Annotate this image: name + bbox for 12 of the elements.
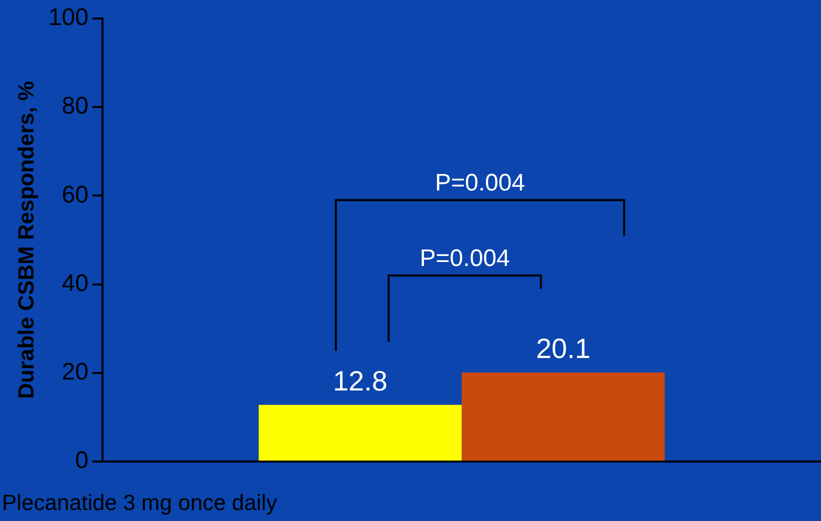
y-tick-label: 40 bbox=[62, 270, 88, 297]
annotation: P=0.004 bbox=[434, 170, 526, 197]
text: Plecanatide 3 mg once daily bbox=[2, 490, 278, 516]
y-axis-title: Durable CSBM Responders, % bbox=[13, 81, 38, 399]
y-tick-label: 100 bbox=[48, 4, 88, 32]
data-label: 20.1 bbox=[536, 333, 590, 364]
data-label: 12.8 bbox=[332, 366, 388, 397]
y-tick-label: 60 bbox=[62, 181, 88, 208]
y-tick-label: 0 bbox=[75, 447, 88, 474]
y-tick-label: 80 bbox=[62, 92, 88, 120]
annotation: P=0.004 bbox=[420, 245, 510, 272]
y-tick-label: 20 bbox=[62, 358, 88, 386]
